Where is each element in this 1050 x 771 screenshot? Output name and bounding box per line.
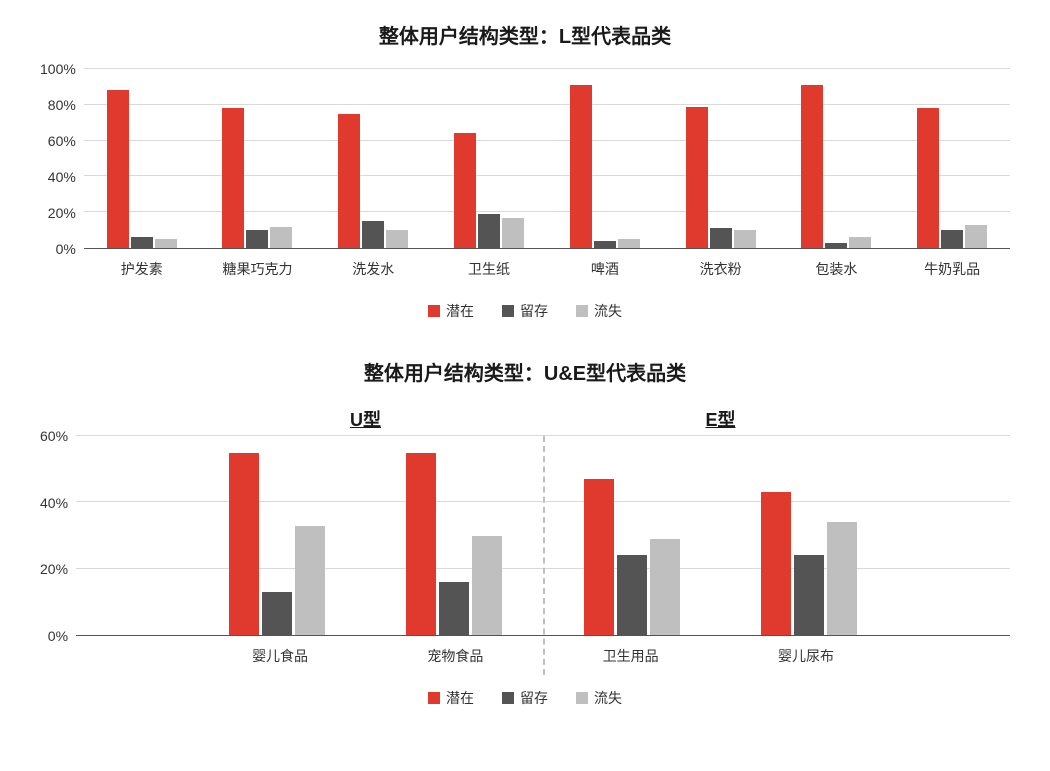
bar-lost (849, 237, 871, 248)
legend-swatch (502, 305, 514, 317)
x-label: 牛奶乳品 (894, 259, 1010, 279)
bar-group (894, 69, 1010, 248)
bar-retained (617, 555, 647, 635)
bar-potential (801, 85, 823, 248)
legend-label: 潜在 (446, 688, 474, 708)
x-label: 糖果巧克力 (200, 259, 316, 279)
chart1-y-axis: 100%80%60%40%20%0% (40, 69, 84, 249)
legend-swatch (502, 692, 514, 704)
chart1-area: 100%80%60%40%20%0% (40, 69, 1010, 249)
chart1-x-labels: 护发素糖果巧克力洗发水卫生纸啤酒洗衣粉包装水牛奶乳品 (84, 259, 1010, 279)
bar-retained (246, 230, 268, 248)
bar-retained (262, 592, 292, 635)
legend-swatch (428, 692, 440, 704)
x-label: 宠物食品 (368, 646, 543, 666)
chart2-y-axis: 60%40%20%0% (40, 436, 76, 636)
legend-item-potential: 潜在 (428, 301, 474, 321)
bar-group (721, 436, 898, 635)
legend-label: 流失 (594, 301, 622, 321)
bar-lost (734, 230, 756, 248)
bar-group (663, 69, 779, 248)
bar-potential (761, 492, 791, 635)
bar-lost (827, 522, 857, 635)
bar-potential (584, 479, 614, 635)
legend-item-retained: 留存 (502, 688, 548, 708)
bar-group (547, 69, 663, 248)
x-label: 卫生纸 (431, 259, 547, 279)
legend-label: 留存 (520, 301, 548, 321)
sublabel-e: E型 (705, 406, 735, 432)
chart2-plot: U型E型 (76, 436, 1010, 636)
bar-retained (825, 243, 847, 248)
bar-potential (570, 85, 592, 248)
bar-potential (338, 114, 360, 248)
legend-item-retained: 留存 (502, 301, 548, 321)
bar-group (543, 436, 720, 635)
bar-retained (478, 214, 500, 248)
bar-retained (594, 241, 616, 248)
legend-item-lost: 流失 (576, 301, 622, 321)
bar-potential (229, 453, 259, 635)
bar-group (84, 69, 200, 248)
bar-group (779, 69, 895, 248)
x-label: 啤酒 (547, 259, 663, 279)
bar-potential (917, 108, 939, 248)
chart2-area: 60%40%20%0% U型E型 (40, 436, 1010, 636)
chart2-legend: 潜在 留存 流失 (40, 688, 1010, 708)
bar-lost (618, 239, 640, 248)
bar-retained (710, 228, 732, 248)
bar-group (431, 69, 547, 248)
x-label: 洗衣粉 (663, 259, 779, 279)
x-label: 包装水 (779, 259, 895, 279)
legend-label: 流失 (594, 688, 622, 708)
chart1-plot (84, 69, 1010, 249)
bar-retained (439, 582, 469, 635)
bar-lost (386, 230, 408, 248)
section-divider (543, 436, 545, 675)
bar-lost (295, 526, 325, 635)
x-label: 婴儿食品 (192, 646, 367, 666)
sublabel-u: U型 (350, 406, 381, 432)
bar-lost (965, 225, 987, 248)
bar-group (366, 436, 543, 635)
x-label: 护发素 (84, 259, 200, 279)
bar-retained (362, 221, 384, 248)
chart1-legend: 潜在 留存 流失 (40, 301, 1010, 321)
bar-potential (454, 133, 476, 248)
bar-retained (794, 555, 824, 635)
bar-group (200, 69, 316, 248)
legend-swatch (428, 305, 440, 317)
bar-group (315, 69, 431, 248)
bar-lost (650, 539, 680, 635)
legend-swatch (576, 305, 588, 317)
bar-potential (222, 108, 244, 248)
legend-item-lost: 流失 (576, 688, 622, 708)
bar-potential (107, 90, 129, 248)
legend-item-potential: 潜在 (428, 688, 474, 708)
bar-lost (472, 536, 502, 636)
bar-potential (406, 453, 436, 635)
x-label: 婴儿尿布 (718, 646, 893, 666)
bar-retained (941, 230, 963, 248)
x-label: 卫生用品 (543, 646, 718, 666)
bar-lost (270, 227, 292, 248)
chart-l-type: 整体用户结构类型：L型代表品类 100%80%60%40%20%0% 护发素糖果… (40, 20, 1010, 321)
bar-potential (686, 107, 708, 248)
chart-ue-type: 整体用户结构类型：U&E型代表品类 60%40%20%0% U型E型 婴儿食品宠… (40, 357, 1010, 708)
bar-lost (502, 218, 524, 248)
legend-label: 留存 (520, 688, 548, 708)
bar-lost (155, 239, 177, 248)
bar-retained (131, 237, 153, 248)
bar-group (188, 436, 365, 635)
legend-label: 潜在 (446, 301, 474, 321)
chart1-title: 整体用户结构类型：L型代表品类 (40, 20, 1010, 49)
x-label: 洗发水 (315, 259, 431, 279)
legend-swatch (576, 692, 588, 704)
chart2-title: 整体用户结构类型：U&E型代表品类 (40, 357, 1010, 386)
chart1-bar-groups (84, 69, 1010, 248)
